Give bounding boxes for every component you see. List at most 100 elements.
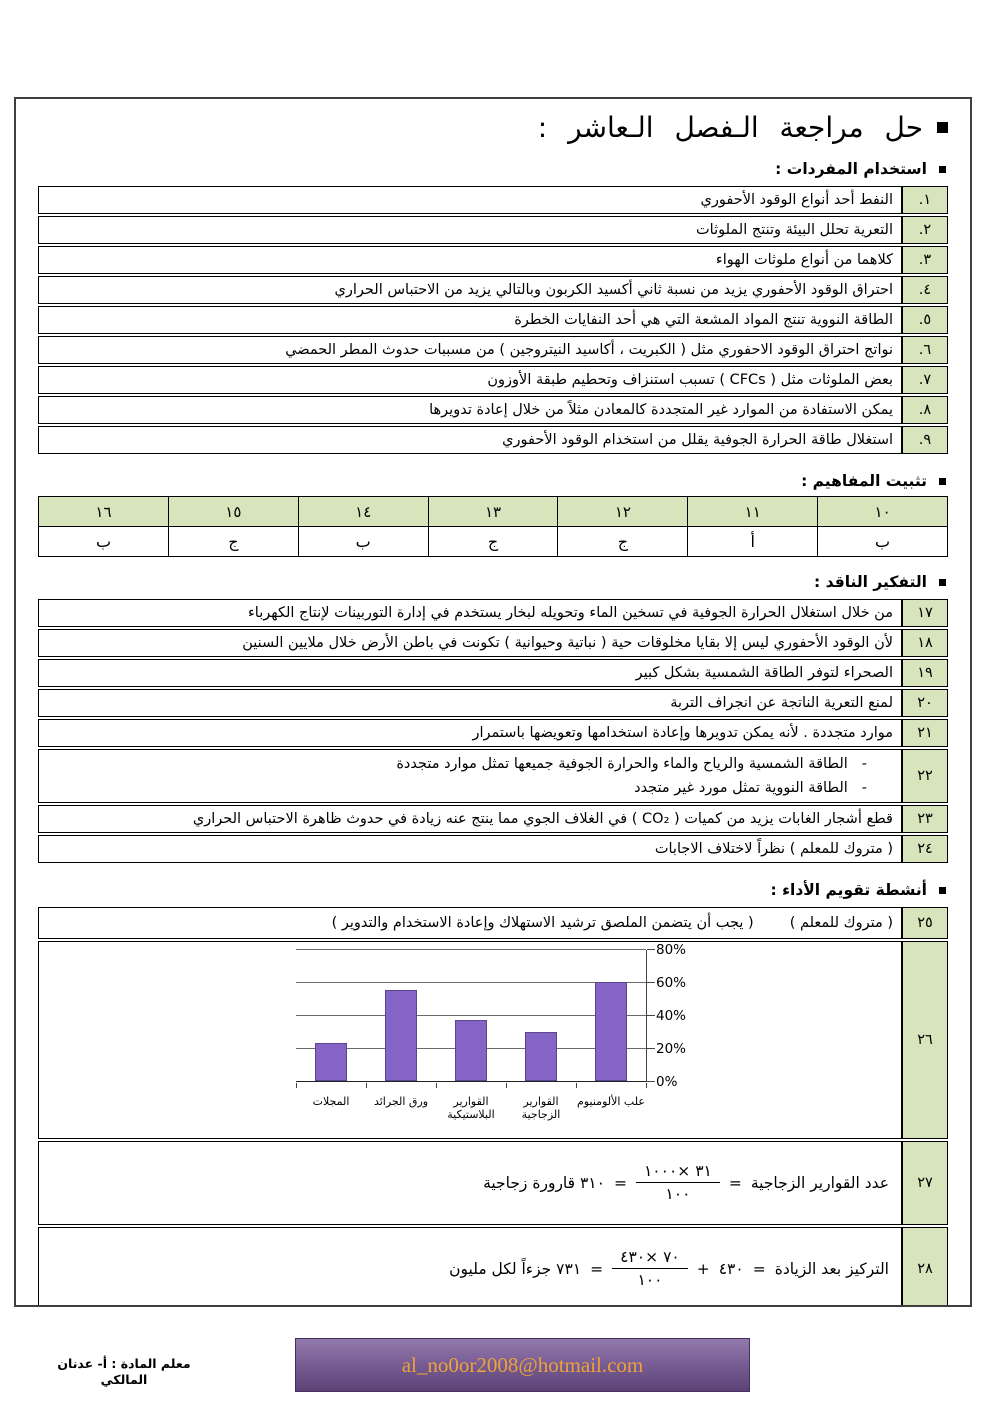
- y-axis-tick-label: 40%: [656, 1008, 687, 1024]
- section-heading-concepts: تثبيت المفاهيم :: [38, 472, 946, 490]
- answer-letter: أ: [687, 526, 819, 557]
- row-number: ٢١: [902, 719, 948, 747]
- table-row: ٧. بعض الملوثات مثل ( CFCs ) تسبب استنزاف…: [38, 366, 948, 394]
- dash-item: - الطاقة النووية تمثل مورد غير متجدد: [47, 776, 893, 800]
- table-row: ٢١ موارد متجددة . لأنه يمكن تدويرها وإعاد…: [38, 719, 948, 747]
- x-axis-category-label: علب الألومنيوم: [577, 1095, 645, 1108]
- x-axis-category-label: القوارير الزجاجية: [521, 1095, 561, 1121]
- table-row: ١٩ الصحراء لتوفر الطاقة الشمسية بشكل كبير: [38, 659, 948, 687]
- chart-bar: [315, 1043, 347, 1081]
- teacher-credit: معلم المادة : أ- عدنان المالكي: [57, 1356, 191, 1388]
- fraction-denominator: ١٠٠: [637, 1271, 663, 1289]
- row-number: ٩.: [902, 426, 948, 454]
- row-number: ٣.: [902, 246, 948, 274]
- vocab-table: ١. النفط أحد أنواع الوقود الأحفوري ٢. التع…: [38, 184, 948, 456]
- row-number: ٢٦: [902, 941, 948, 1139]
- section-title-vocab: استخدام المفردات :: [775, 160, 927, 178]
- equals-sign: =: [590, 1260, 604, 1278]
- table-row: ٦. نواتج احتراق الوقود الاحفوري مثل ( الك…: [38, 336, 948, 364]
- answer-text: ( متروك للمعلم ) ( يجب أن يتضمن الملصق ت…: [38, 907, 902, 939]
- formula-cell: التركيز بعد الزيادة = ٤٣٠ + ٧٠ ×٤٣٠ ١٠٠ …: [38, 1227, 902, 1305]
- formula-lhs: التركيز بعد الزيادة: [774, 1260, 889, 1278]
- worksheet-frame: حل مراجعة الـفصل الـعاشر : استخدام المفر…: [14, 97, 972, 1307]
- answer-text: يمكن الاستفادة من الموارد غير المتجددة ك…: [38, 396, 902, 424]
- plus-sign: +: [696, 1260, 710, 1278]
- x-axis-category-label: ورق الجرائد: [373, 1095, 429, 1108]
- table-row: ٣. كلاهما من أنواع ملوثات الهواء: [38, 246, 948, 274]
- question-number: ١٥: [167, 496, 299, 527]
- row-number: ٥.: [902, 306, 948, 334]
- answer-letter: ج: [427, 526, 559, 557]
- row-number: ١.: [902, 186, 948, 214]
- row-number: ٢٤: [902, 835, 948, 863]
- question-number: ١٤: [297, 496, 429, 527]
- table-row: ٩. استغلال طاقة الحرارة الجوفية يقلل من ا…: [38, 426, 948, 454]
- concentration-formula: التركيز بعد الزيادة = ٤٣٠ + ٧٠ ×٤٣٠ ١٠٠ …: [47, 1230, 893, 1305]
- answer-text: لمنع التعرية الناتجة عن انجراف التربة: [38, 689, 902, 717]
- concepts-table: ١٠ ١١ ١٢ ١٣ ١٤ ١٥ ١٦ ب أ ج ج ب ج ب: [38, 496, 948, 557]
- chart-bar: [385, 990, 417, 1081]
- dash-item: - الطاقة الشمسية والرياح والماء والحرارة …: [47, 752, 893, 776]
- table-row: ٨. يمكن الاستفادة من الموارد غير المتجددة…: [38, 396, 948, 424]
- email-banner: al_no0or2008@hotmail.com: [295, 1338, 750, 1392]
- row25-content: ( متروك للمعلم ) ( يجب أن يتضمن الملصق ت…: [47, 910, 893, 936]
- table-row: ٢٥ ( متروك للمعلم ) ( يجب أن يتضمن الملص…: [38, 907, 948, 939]
- chart-bar: [525, 1031, 557, 1081]
- answer-letter: ب: [817, 526, 948, 557]
- row-number: ٢.: [902, 216, 948, 244]
- answer-letter: ب: [297, 526, 429, 557]
- question-number: ١٦: [38, 496, 169, 527]
- square-bullet-icon: [937, 122, 948, 133]
- answer-text: الصحراء لتوفر الطاقة الشمسية بشكل كبير: [38, 659, 902, 687]
- question-number: ١٠: [817, 496, 948, 527]
- answer-text: بعض الملوثات مثل ( CFCs ) تسبب استنزاف و…: [38, 366, 902, 394]
- square-bullet-icon: [939, 477, 946, 485]
- answer-text: كلاهما من أنواع ملوثات الهواء: [38, 246, 902, 274]
- row-number: ٢٣: [902, 805, 948, 833]
- answer-text: ( متروك للمعلم ) نظراً لاختلاف الاجابات: [38, 835, 902, 863]
- fraction-denominator: ١٠٠: [665, 1185, 691, 1203]
- answer-text: نواتج احتراق الوقود الاحفوري مثل ( الكبر…: [38, 336, 902, 364]
- table-row: ٢٢ - الطاقة الشمسية والرياح والماء والحرا…: [38, 749, 948, 803]
- section-title-concepts: تثبيت المفاهيم :: [801, 472, 927, 490]
- equals-sign: =: [613, 1174, 627, 1192]
- x-axis-category-label: القوارير البلاستيكية: [447, 1095, 495, 1121]
- fraction: ٣١ ×١٠٠٠ ١٠٠: [635, 1162, 720, 1205]
- answer-text: لأن الوقود الأحفوري ليس إلا بقايا مخلوقا…: [38, 629, 902, 657]
- equals-sign: =: [728, 1174, 742, 1192]
- square-bullet-icon: [939, 886, 946, 894]
- formula-cell: عدد القوارير الزجاجية = ٣١ ×١٠٠٠ ١٠٠ = ٣…: [38, 1141, 902, 1225]
- chart-cell: 0% 20% 40% 60% 80% علب الألومنيوم القوارير ال…: [38, 941, 902, 1139]
- chart-bar: [595, 982, 627, 1081]
- section-title-critical: التفكير الناقد :: [814, 573, 927, 591]
- row-number: ٦.: [902, 336, 948, 364]
- section-heading-critical: التفكير الناقد :: [38, 573, 946, 591]
- addend: ٤٣٠: [718, 1260, 744, 1278]
- answer-letter: ب: [38, 526, 169, 557]
- table-row: ٢٧ عدد القوارير الزجاجية = ٣١ ×١٠٠٠ ١٠٠ …: [38, 1141, 948, 1225]
- row-number: ٨.: [902, 396, 948, 424]
- table-row: ٥. الطاقة النووية تنتج المواد المشعة التي…: [38, 306, 948, 334]
- chart-plot: 0% 20% 40% 60% 80%: [296, 942, 686, 1090]
- recycling-bar-chart: 0% 20% 40% 60% 80% علب الألومنيوم القوارير ال…: [296, 942, 716, 1134]
- requirement-note: ( يجب أن يتضمن الملصق ترشيد الاستهلاك وإ…: [331, 915, 754, 931]
- question-number: ١١: [687, 496, 819, 527]
- row-number: ٢٠: [902, 689, 948, 717]
- row-number: ٢٥: [902, 907, 948, 939]
- row-number: ٢٧: [902, 1141, 948, 1225]
- dash-item-text: الطاقة الشمسية والرياح والماء والحرارة ا…: [396, 756, 848, 772]
- y-axis-tick-label: 20%: [656, 1041, 687, 1057]
- question-number: ١٢: [557, 496, 689, 527]
- section-heading-vocab: استخدام المفردات :: [38, 160, 946, 178]
- row-number: ٧.: [902, 366, 948, 394]
- row-number: ٢٢: [902, 749, 948, 803]
- row-number: ٤.: [902, 276, 948, 304]
- square-bullet-icon: [939, 578, 946, 586]
- page-title-row: حل مراجعة الـفصل الـعاشر :: [38, 111, 948, 144]
- equals-sign: =: [752, 1260, 766, 1278]
- square-bullet-icon: [939, 165, 946, 173]
- answer-text: التعرية تحلل البيئة وتنتج الملوثات: [38, 216, 902, 244]
- row-number: ١٧: [902, 599, 948, 627]
- answer-text: من خلال استغلال الحرارة الجوفية في تسخين…: [38, 599, 902, 627]
- formula-lhs: عدد القوارير الزجاجية: [750, 1174, 889, 1192]
